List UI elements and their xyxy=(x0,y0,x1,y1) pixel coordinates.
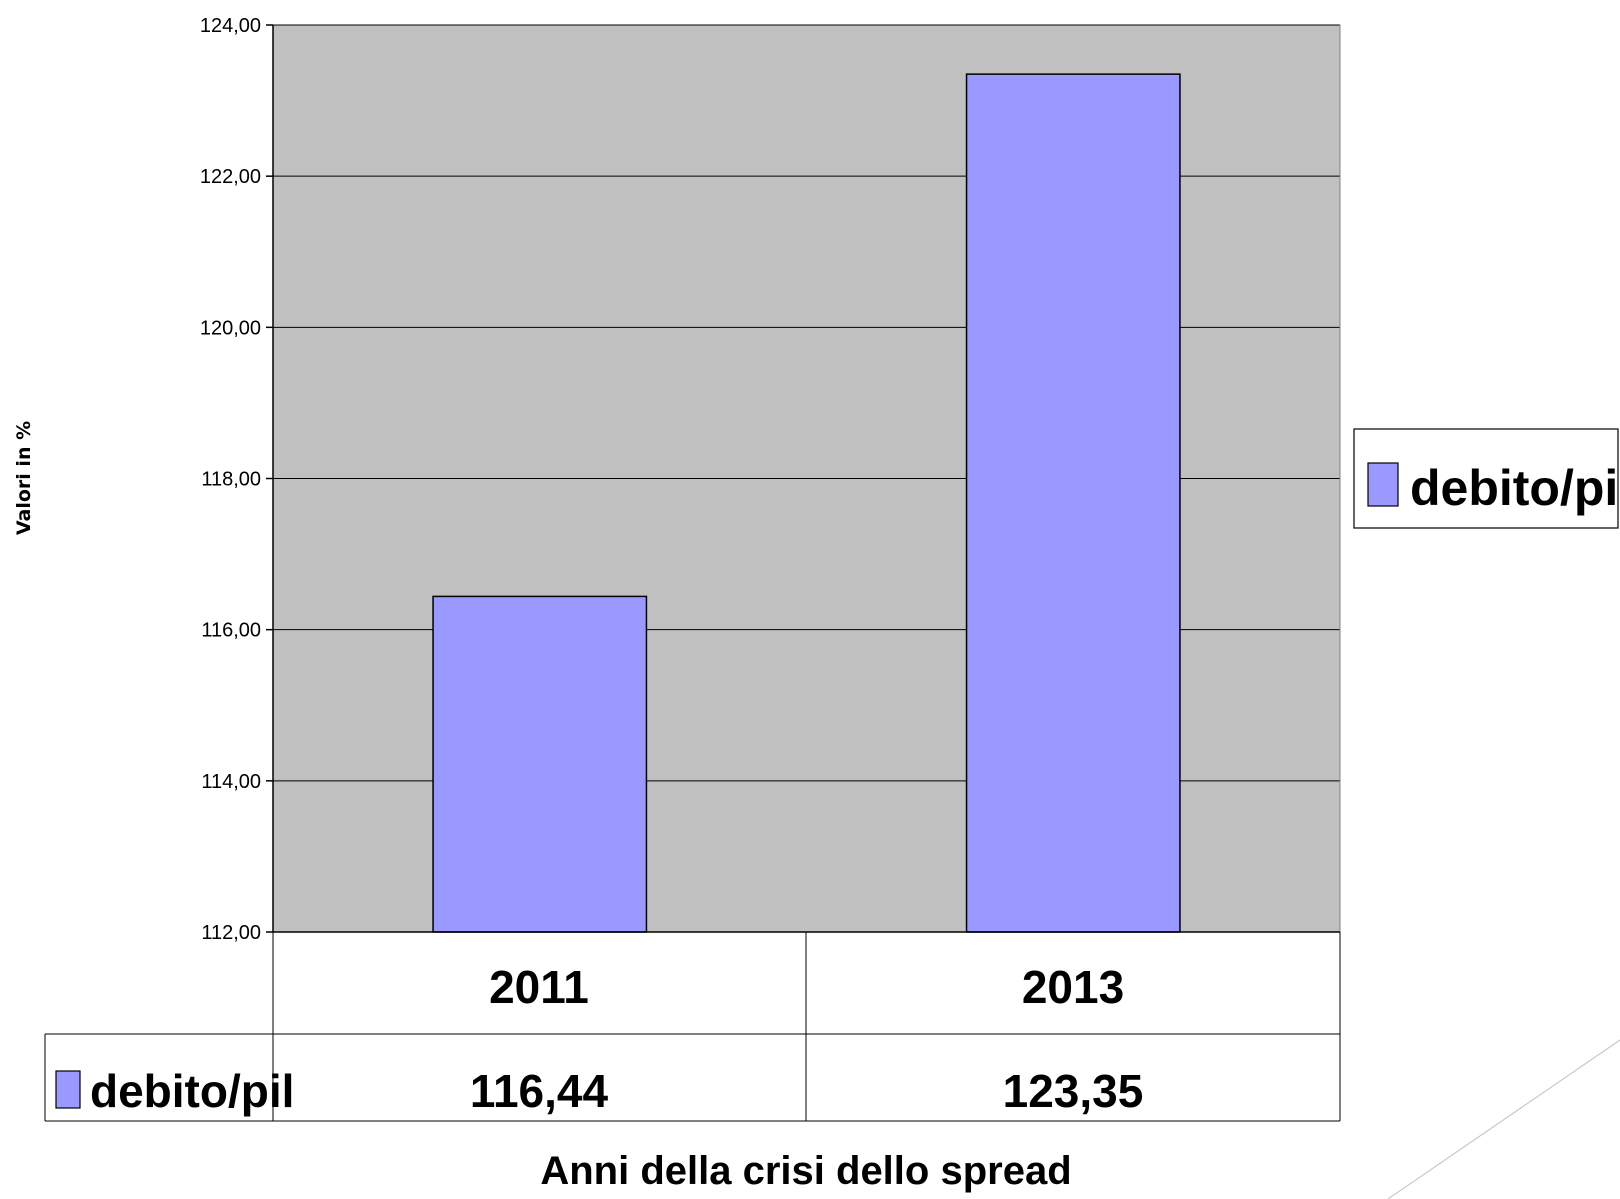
data-table: 2011 2013 debito/pil 116,44 123,35 xyxy=(44,931,1341,1122)
data-value-label: 116,44 xyxy=(470,1065,609,1117)
legend-box xyxy=(1353,428,1619,529)
y-ticks: 112,00 114,00 116,00 118,00 120,00 122,00 124,… xyxy=(200,15,273,944)
decorative-corner-line xyxy=(1387,1039,1620,1199)
bars xyxy=(432,73,1181,933)
data-value-label: 123,35 xyxy=(1003,1065,1144,1117)
y-tick-label: 116,00 xyxy=(201,620,261,642)
y-axis-title: Valori in % xyxy=(13,421,35,535)
bar-2013 xyxy=(965,73,1181,933)
bar-2011 xyxy=(432,595,648,933)
table-series-label: debito/pil xyxy=(90,1065,294,1117)
table-legend-swatch xyxy=(55,1070,81,1109)
legend-label: debito/pil xyxy=(1410,460,1620,516)
y-tick-label: 112,00 xyxy=(201,922,261,944)
legend: debito/pil xyxy=(1353,428,1620,529)
category-label: 2013 xyxy=(1022,961,1124,1013)
y-tick-label: 120,00 xyxy=(200,317,261,339)
y-tick-label: 118,00 xyxy=(201,469,261,491)
y-tick-label: 122,00 xyxy=(200,166,261,188)
category-label: 2011 xyxy=(489,961,589,1013)
y-tick-label: 114,00 xyxy=(201,771,261,793)
legend-swatch xyxy=(1367,462,1399,507)
x-axis-title: Anni della crisi dello spread xyxy=(540,1149,1071,1193)
y-tick-label: 124,00 xyxy=(200,15,261,37)
